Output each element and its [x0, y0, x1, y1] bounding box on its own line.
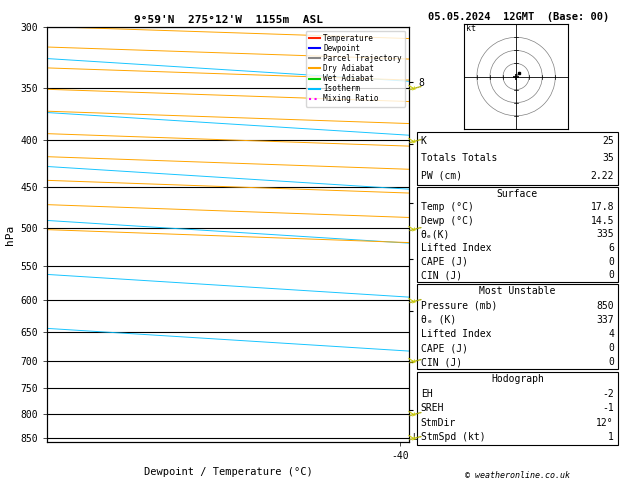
Text: 1: 1	[608, 433, 614, 442]
Text: →: →	[404, 407, 417, 420]
Text: /: /	[406, 353, 422, 369]
Y-axis label: hPa: hPa	[5, 225, 15, 244]
Text: 0: 0	[608, 270, 614, 280]
Text: StmDir: StmDir	[421, 418, 456, 428]
Text: K: K	[421, 136, 426, 146]
Y-axis label: km
ASL: km ASL	[435, 225, 451, 244]
Text: →: →	[404, 354, 417, 368]
Text: 25: 25	[602, 136, 614, 146]
Text: EH: EH	[421, 389, 433, 399]
Text: /: /	[406, 406, 422, 421]
Text: © weatheronline.co.uk: © weatheronline.co.uk	[465, 471, 570, 480]
Text: θₑ(K): θₑ(K)	[421, 229, 450, 240]
Text: SREH: SREH	[421, 403, 444, 413]
Text: LCL: LCL	[413, 433, 428, 442]
Text: /: /	[406, 133, 422, 148]
Text: →: →	[404, 431, 417, 444]
Text: 850: 850	[596, 300, 614, 311]
Text: 6: 6	[608, 243, 614, 253]
Text: Lifted Index: Lifted Index	[421, 243, 491, 253]
Text: 12°: 12°	[596, 418, 614, 428]
Text: 35: 35	[602, 154, 614, 163]
Text: Totals Totals: Totals Totals	[421, 154, 497, 163]
Text: 337: 337	[596, 315, 614, 325]
Text: /: /	[406, 430, 422, 445]
Text: θₑ (K): θₑ (K)	[421, 315, 456, 325]
Text: 4: 4	[608, 329, 614, 339]
Text: CAPE (J): CAPE (J)	[421, 257, 468, 267]
Text: /: /	[406, 221, 422, 236]
Text: Dewp (°C): Dewp (°C)	[421, 216, 474, 226]
Text: CAPE (J): CAPE (J)	[421, 343, 468, 353]
Text: 05.05.2024  12GMT  (Base: 00): 05.05.2024 12GMT (Base: 00)	[428, 12, 610, 22]
Text: kt: kt	[467, 24, 476, 33]
Text: →: →	[404, 81, 417, 94]
Text: -1: -1	[602, 403, 614, 413]
Legend: Temperature, Dewpoint, Parcel Trajectory, Dry Adiabat, Wet Adiabat, Isotherm, Mi: Temperature, Dewpoint, Parcel Trajectory…	[306, 31, 405, 106]
Text: Surface: Surface	[497, 189, 538, 199]
Text: Mixing Ratio (g/kg): Mixing Ratio (g/kg)	[452, 187, 460, 282]
Text: CIN (J): CIN (J)	[421, 357, 462, 367]
Text: 17.8: 17.8	[591, 202, 614, 212]
Text: Temp (°C): Temp (°C)	[421, 202, 474, 212]
Text: /: /	[406, 293, 422, 308]
Text: StmSpd (kt): StmSpd (kt)	[421, 433, 486, 442]
Text: →: →	[404, 134, 417, 147]
Text: 0: 0	[608, 257, 614, 267]
Text: →: →	[404, 294, 417, 307]
Text: Lifted Index: Lifted Index	[421, 329, 491, 339]
Text: Pressure (mb): Pressure (mb)	[421, 300, 497, 311]
Text: /: /	[406, 80, 422, 95]
Text: 2.22: 2.22	[591, 171, 614, 181]
Text: -2: -2	[602, 389, 614, 399]
Text: PW (cm): PW (cm)	[421, 171, 462, 181]
Text: Most Unstable: Most Unstable	[479, 286, 555, 296]
Text: 0: 0	[608, 357, 614, 367]
Text: 335: 335	[596, 229, 614, 240]
Text: 14.5: 14.5	[591, 216, 614, 226]
Text: CIN (J): CIN (J)	[421, 270, 462, 280]
X-axis label: Dewpoint / Temperature (°C): Dewpoint / Temperature (°C)	[143, 467, 313, 477]
Text: →: →	[404, 222, 417, 235]
Title: 9°59'N  275°12'W  1155m  ASL: 9°59'N 275°12'W 1155m ASL	[133, 15, 323, 25]
Text: 0: 0	[608, 343, 614, 353]
Text: Hodograph: Hodograph	[491, 374, 544, 384]
